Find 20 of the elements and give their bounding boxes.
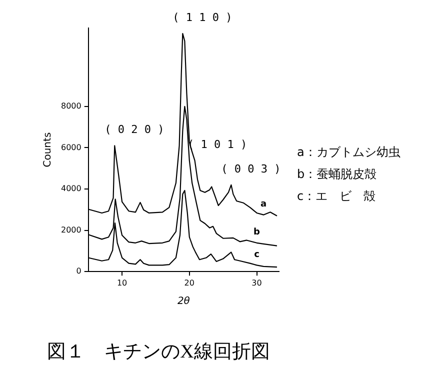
series-label: b bbox=[254, 228, 261, 238]
text: c：エ ビ 殻 bbox=[297, 189, 376, 204]
x-tick-label: 10 bbox=[116, 278, 128, 288]
y-tick-label: 4000 bbox=[61, 184, 82, 194]
text: b：蚕蛹脱皮殻 bbox=[297, 167, 377, 182]
series-label: a bbox=[260, 200, 267, 210]
x-tick-label: 30 bbox=[252, 278, 262, 288]
y-tick-label: 6000 bbox=[61, 142, 82, 152]
series-label: c bbox=[254, 250, 260, 260]
annotation: ( 1 1 0 ) bbox=[172, 10, 232, 24]
annotation: ( 0 0 3 ) bbox=[221, 162, 281, 176]
text: 図１ キチンのX線回折図 bbox=[47, 342, 270, 363]
y-tick-label: 2000 bbox=[61, 225, 82, 234]
y-axis-title: Counts bbox=[42, 132, 54, 168]
x-tick-label: 20 bbox=[184, 278, 194, 288]
annotation: ( 0 2 0 ) bbox=[104, 123, 164, 136]
text: a：カブトムシ幼虫 bbox=[297, 145, 400, 160]
x-axis-title: 2θ bbox=[177, 296, 190, 307]
y-tick-label: 8000 bbox=[61, 102, 82, 111]
y-tick-label: 0 bbox=[76, 266, 82, 276]
